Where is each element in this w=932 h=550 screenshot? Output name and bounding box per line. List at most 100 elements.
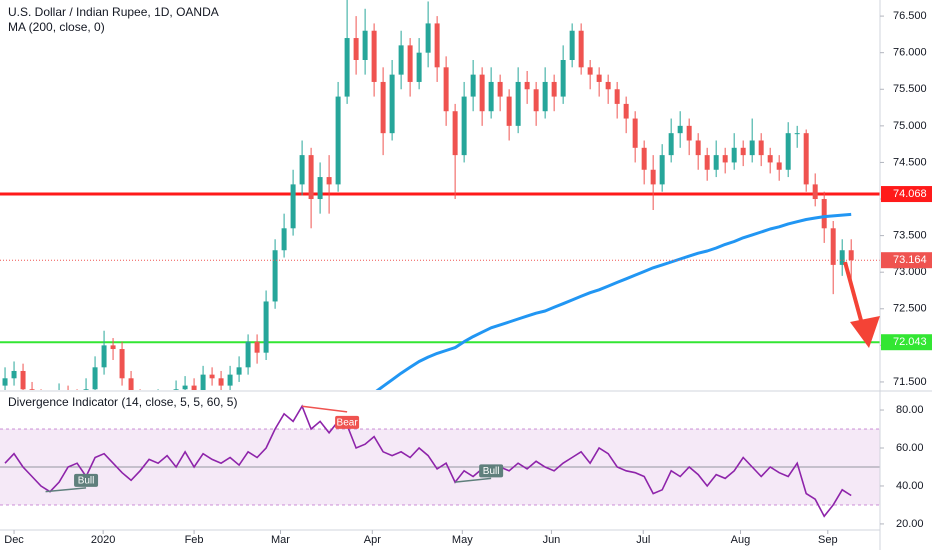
indicator-y-tick-label: 20.00 <box>896 518 924 530</box>
candle-body <box>569 30 575 60</box>
candle-body <box>110 345 116 350</box>
candle-body <box>272 250 278 302</box>
candle-body <box>650 169 656 185</box>
y-tick-label: 73.500 <box>893 230 927 242</box>
candle-body <box>308 155 314 200</box>
y-tick-label: 75.000 <box>893 120 927 132</box>
x-tick-label: Jun <box>543 534 561 546</box>
candle-body <box>758 140 764 156</box>
candle-body <box>254 341 260 353</box>
x-tick-label: Apr <box>364 534 381 546</box>
candle-body <box>326 177 332 185</box>
candle-body <box>209 374 215 379</box>
divergence-label: Bull <box>78 476 95 487</box>
candle-body <box>533 89 539 112</box>
candle-body <box>389 74 395 134</box>
hline-tag <box>881 334 932 351</box>
candle-body <box>488 81 494 112</box>
candle-body <box>785 133 791 170</box>
candle-body <box>587 67 593 75</box>
divergence-label-box <box>74 473 99 487</box>
forecast-arrow <box>843 261 880 348</box>
candle-body <box>497 81 503 97</box>
candle-body <box>470 74 476 97</box>
candle-body <box>443 67 449 112</box>
hline-tag <box>881 186 932 203</box>
candle-body <box>731 147 737 163</box>
candle-body <box>776 162 782 170</box>
ma-line <box>375 212 852 390</box>
candle-body <box>416 52 422 82</box>
candle-body <box>695 140 701 156</box>
candle-body <box>11 370 17 379</box>
candle-body <box>713 155 719 170</box>
candle-body <box>461 96 467 156</box>
candle-body <box>803 133 809 185</box>
candle-body <box>191 385 197 390</box>
candle-body <box>659 155 665 185</box>
candle-body <box>704 155 710 170</box>
candle-body <box>821 199 827 229</box>
candle-body <box>794 133 800 135</box>
x-tick-label: 2020 <box>91 534 115 546</box>
candle-body <box>281 228 287 251</box>
candle-body <box>515 81 521 126</box>
y-tick-label: 76.000 <box>893 47 927 59</box>
divergence-line <box>302 405 348 413</box>
candle-body <box>560 60 566 97</box>
indicator-legend: Divergence Indicator (14, close, 5, 5, 6… <box>8 395 237 409</box>
x-tick-label: Aug <box>731 534 751 546</box>
candle-body <box>344 38 350 97</box>
candle-body <box>749 140 755 156</box>
candle-body <box>542 81 548 112</box>
candle-body <box>677 125 683 134</box>
candle-body <box>740 147 746 156</box>
indicator-line <box>4 404 852 518</box>
candle-body <box>119 349 125 379</box>
x-tick-label: May <box>452 534 473 546</box>
candle-body <box>767 155 773 163</box>
candle-body <box>425 23 431 53</box>
x-tick-label: Dec <box>4 534 24 546</box>
y-tick-label: 75.500 <box>893 83 927 95</box>
candle-body <box>632 118 638 148</box>
candle-body <box>551 81 557 97</box>
candle-body <box>92 367 98 390</box>
y-tick-label: 71.500 <box>893 376 927 388</box>
arrow-shaft <box>843 261 864 325</box>
divergence-label: Bear <box>337 418 359 429</box>
divergence-line <box>45 487 87 493</box>
axes: 76.50076.00075.50075.00074.50074.00073.5… <box>4 10 932 546</box>
hline-tag-label: 72.043 <box>893 336 927 348</box>
last-price-tag <box>881 252 932 269</box>
candle-body <box>299 155 305 185</box>
candle-body <box>812 184 818 200</box>
candle-body <box>434 23 440 68</box>
indicator-pane: Bull Bull Bear <box>0 404 880 518</box>
candle-body <box>290 184 296 229</box>
candle-body <box>317 177 323 200</box>
candle-body <box>20 370 26 390</box>
candle-body <box>200 374 206 390</box>
candle-body <box>848 250 854 261</box>
candle-body <box>353 38 359 60</box>
candle-body <box>128 378 134 390</box>
divergence-label: Bull <box>483 466 500 477</box>
chart-title: U.S. Dollar / Indian Rupee, 1D, OANDA <box>8 5 219 19</box>
ma-legend: MA (200, close, 0) <box>8 20 105 34</box>
candle-body <box>227 374 233 386</box>
candle-body <box>605 81 611 90</box>
candle-body <box>614 89 620 104</box>
candle-body <box>2 378 8 386</box>
candle-body <box>722 155 728 163</box>
candle-body <box>380 81 386 134</box>
candle-body <box>524 81 530 90</box>
candle-body <box>839 250 845 265</box>
candle-body <box>578 30 584 68</box>
candle-body <box>596 74 602 82</box>
candle-body <box>83 389 89 390</box>
candle-body <box>362 30 368 60</box>
candle-body <box>218 378 224 386</box>
